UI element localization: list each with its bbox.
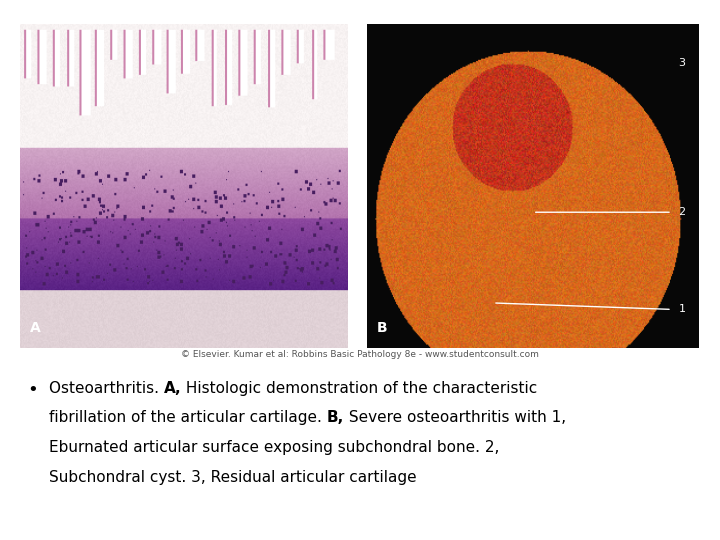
Text: A,: A,: [164, 381, 181, 396]
Text: Subchondral cyst. 3, Residual articular cartilage: Subchondral cyst. 3, Residual articular …: [49, 470, 417, 485]
Text: B,: B,: [327, 410, 344, 426]
Text: A: A: [30, 321, 41, 335]
Text: •: •: [27, 381, 38, 399]
Text: 3: 3: [678, 58, 685, 68]
Text: B: B: [377, 321, 388, 335]
Text: 2: 2: [678, 207, 685, 217]
Text: © Elsevier. Kumar et al: Robbins Basic Pathology 8e - www.studentconsult.com: © Elsevier. Kumar et al: Robbins Basic P…: [181, 350, 539, 359]
Text: Histologic demonstration of the characteristic: Histologic demonstration of the characte…: [181, 381, 538, 396]
Text: Severe osteoarthritis with 1,: Severe osteoarthritis with 1,: [344, 410, 566, 426]
Text: Eburnated articular surface exposing subchondral bone. 2,: Eburnated articular surface exposing sub…: [49, 440, 500, 455]
Text: 1: 1: [678, 305, 685, 314]
Text: Osteoarthritis.: Osteoarthritis.: [49, 381, 164, 396]
Text: fibrillation of the articular cartilage.: fibrillation of the articular cartilage.: [49, 410, 327, 426]
